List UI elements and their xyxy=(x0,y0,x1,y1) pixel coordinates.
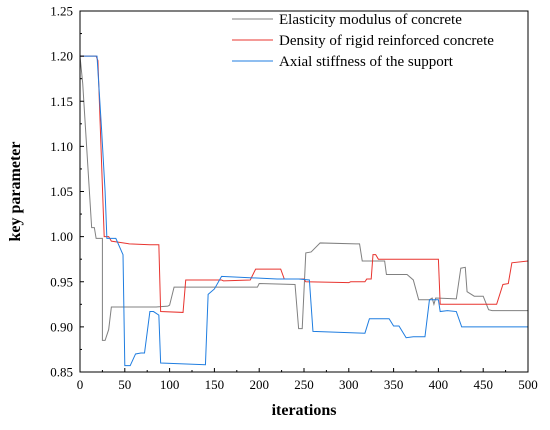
x-tick-label: 250 xyxy=(294,377,314,392)
x-axis: 0 50 100 150 200 250 300 350 400 450 500 xyxy=(77,368,538,392)
x-tick-label: 450 xyxy=(473,377,493,392)
legend-label: Elasticity modulus of concrete xyxy=(279,12,462,28)
plot-lines xyxy=(79,55,529,367)
x-tick-label: 50 xyxy=(118,377,131,392)
y-tick-label: 1.05 xyxy=(50,184,73,199)
x-tick-label: 150 xyxy=(205,377,225,392)
x-tick-label: 200 xyxy=(249,377,269,392)
legend-label: Density of rigid reinforced concrete xyxy=(279,33,494,49)
x-tick-label: 300 xyxy=(339,377,359,392)
x-tick-label: 500 xyxy=(518,377,538,392)
x-tick-label: 400 xyxy=(429,377,449,392)
y-tick-label: 0.85 xyxy=(50,365,73,380)
y-tick-label: 1.25 xyxy=(50,4,73,19)
legend: Elasticity modulus of concrete Density of… xyxy=(232,12,494,70)
y-tick-label: 1.10 xyxy=(50,139,73,154)
y-tick-label: 1.20 xyxy=(50,49,73,64)
series-line-3 xyxy=(80,55,528,367)
y-axis: 0.85 0.90 0.95 1.00 1.05 1.10 1.15 1.20 1.25 xyxy=(50,4,84,380)
series-line-1 xyxy=(79,56,528,341)
y-axis-title: key parameter xyxy=(7,142,24,242)
legend-label: Axial stiffness of the support xyxy=(279,54,454,70)
x-tick-label: 0 xyxy=(77,377,84,392)
y-tick-label: 0.95 xyxy=(50,274,73,289)
y-tick-label: 1.15 xyxy=(50,94,73,109)
x-axis-title: iterations xyxy=(272,402,337,419)
y-tick-label: 1.00 xyxy=(50,229,73,244)
x-tick-label: 100 xyxy=(160,377,180,392)
x-tick-label: 350 xyxy=(384,377,404,392)
series-line-2 xyxy=(80,55,529,313)
y-tick-label: 0.90 xyxy=(50,319,73,334)
